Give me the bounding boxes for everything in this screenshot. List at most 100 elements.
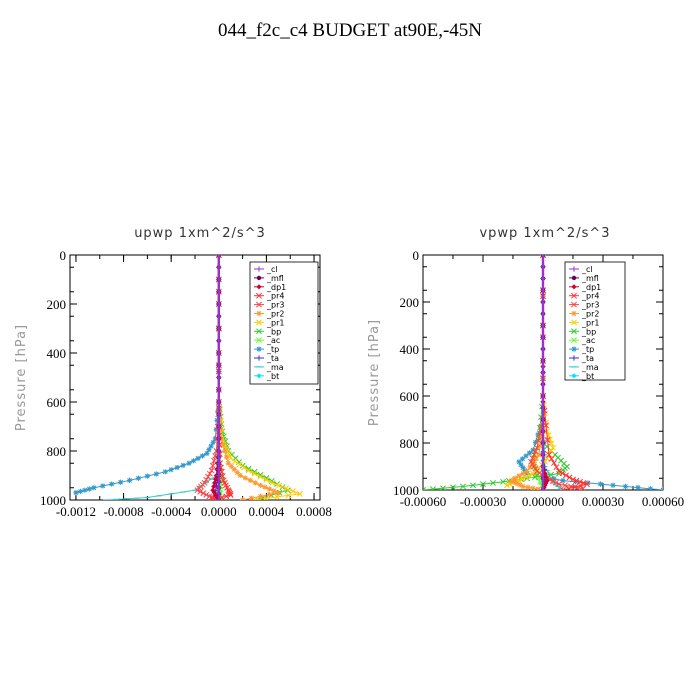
legend: _cl_mfl_dp1_pr4_pr3_pr2_pr1_bp_ac_tp_ta_… (564, 261, 626, 381)
legend-label: _ac (266, 336, 280, 345)
series-point_cl (540, 487, 546, 490)
legend-marker (256, 373, 262, 379)
series-point_tp (91, 485, 97, 491)
series-point_pr4 (553, 464, 560, 471)
legend-marker (571, 328, 577, 335)
series-point_tp (622, 483, 629, 490)
series-point_pr2 (266, 491, 273, 498)
legend-marker (256, 284, 262, 290)
series-point_pr3 (206, 470, 213, 477)
series-point_tp (213, 426, 219, 433)
series-point_pr3 (535, 437, 542, 444)
series-point_pr1 (276, 482, 283, 489)
series-point_pr3 (205, 473, 212, 480)
legend-marker (256, 355, 262, 361)
series-point_pr1 (236, 461, 243, 468)
y-tick-label: 800 (47, 444, 67, 459)
series-point_pr3 (534, 468, 540, 475)
legend-marker (571, 346, 577, 352)
series-point_bp (440, 485, 446, 490)
y-tick-label: 200 (400, 295, 420, 310)
series-point_pr1 (289, 488, 296, 495)
series-point_pr2 (262, 484, 268, 490)
series-point_cl (216, 466, 222, 472)
series-point_pr3 (553, 479, 559, 486)
series-point_pr4 (566, 485, 572, 490)
figure-title: 044_f2c_c4 BUDGET at90E,-45N (217, 20, 482, 41)
series-point_pr4 (215, 255, 222, 258)
x-tick-label: -0.0012 (56, 504, 96, 519)
series-point_bp (263, 474, 270, 481)
series-point_tp (212, 436, 218, 442)
series-point_cl (216, 276, 222, 283)
series-point_tp (660, 487, 663, 490)
series-point_pr4 (556, 468, 562, 475)
series-point_cl (216, 374, 222, 381)
series-point_pr3 (200, 490, 207, 497)
panel-title: vpwp 1xm^2/s^3 (479, 226, 610, 241)
series-point_cl (216, 448, 222, 454)
series-point_pr4 (223, 493, 230, 500)
series-point_pr2 (512, 475, 518, 481)
series-point_tp (535, 432, 541, 438)
legend-label: _dp1 (581, 283, 601, 292)
series-point_pr4 (227, 492, 234, 499)
series-point_pr1 (227, 455, 234, 462)
legend-marker (256, 301, 262, 308)
y-tick-label: 400 (400, 342, 420, 357)
series-point_dp1 (212, 480, 218, 486)
series-point_pr2 (524, 468, 530, 474)
series-point_pr1 (526, 472, 533, 479)
series-point_cl (216, 338, 222, 344)
legend-marker (256, 337, 262, 344)
legend-marker (571, 301, 577, 308)
legend-marker (571, 355, 577, 361)
legend-marker (571, 284, 577, 290)
series-point_bp (480, 481, 486, 488)
series-point_cl (216, 485, 222, 491)
series-point_tp (551, 476, 557, 482)
series-point_cl (540, 346, 546, 352)
legend-marker (256, 275, 262, 281)
series-point_dp1 (211, 483, 217, 490)
legend-label: _bt (581, 372, 594, 381)
legend-label: _bt (266, 372, 279, 381)
series-point_pr2 (537, 443, 543, 449)
series-point_tp (560, 478, 566, 484)
plot-area (423, 255, 663, 490)
series-point_pr4 (560, 487, 566, 490)
legend-label: _pr2 (581, 310, 599, 319)
series-point_pr2 (222, 448, 228, 454)
series-point_tp (523, 453, 529, 459)
legend-label: _pr4 (266, 292, 284, 301)
series-point_cl (216, 411, 222, 417)
series-point_pr1 (285, 492, 292, 499)
panel-2: vpwp 1xm^2/s^3 Pressure [hPa] 0 200 400 600 80… (367, 226, 684, 509)
legend-label: _bp (266, 327, 281, 336)
series-point_tp (526, 450, 533, 456)
series-point_tp (532, 439, 539, 446)
series-point_tp (204, 450, 210, 457)
series-point_tp (73, 490, 79, 496)
series-point_cl (540, 393, 546, 399)
series-point_pr2 (520, 483, 526, 490)
series-point_pr3 (209, 462, 216, 469)
series-point_bp (257, 471, 264, 478)
legend-label: _ma (266, 363, 284, 372)
legend-label: _pr4 (581, 292, 599, 301)
series-point_bp (268, 478, 275, 484)
series-point_pr1 (269, 479, 276, 486)
series-point_pr2 (257, 482, 264, 488)
x-tick-label: -0.00060 (400, 494, 447, 509)
legend-label: _ma (581, 363, 599, 372)
series-point_cl (540, 287, 546, 293)
series-point_tp (126, 477, 133, 483)
legend-marker (256, 266, 262, 272)
y-axis-label: Pressure [hPa] (367, 319, 382, 426)
legend-label: _pr1 (581, 318, 599, 327)
series-point_pr1 (232, 458, 239, 465)
series-point_pr3 (562, 482, 568, 489)
series-point_tp (210, 439, 216, 446)
legend-marker (256, 328, 262, 335)
series-point_cl (540, 428, 546, 434)
